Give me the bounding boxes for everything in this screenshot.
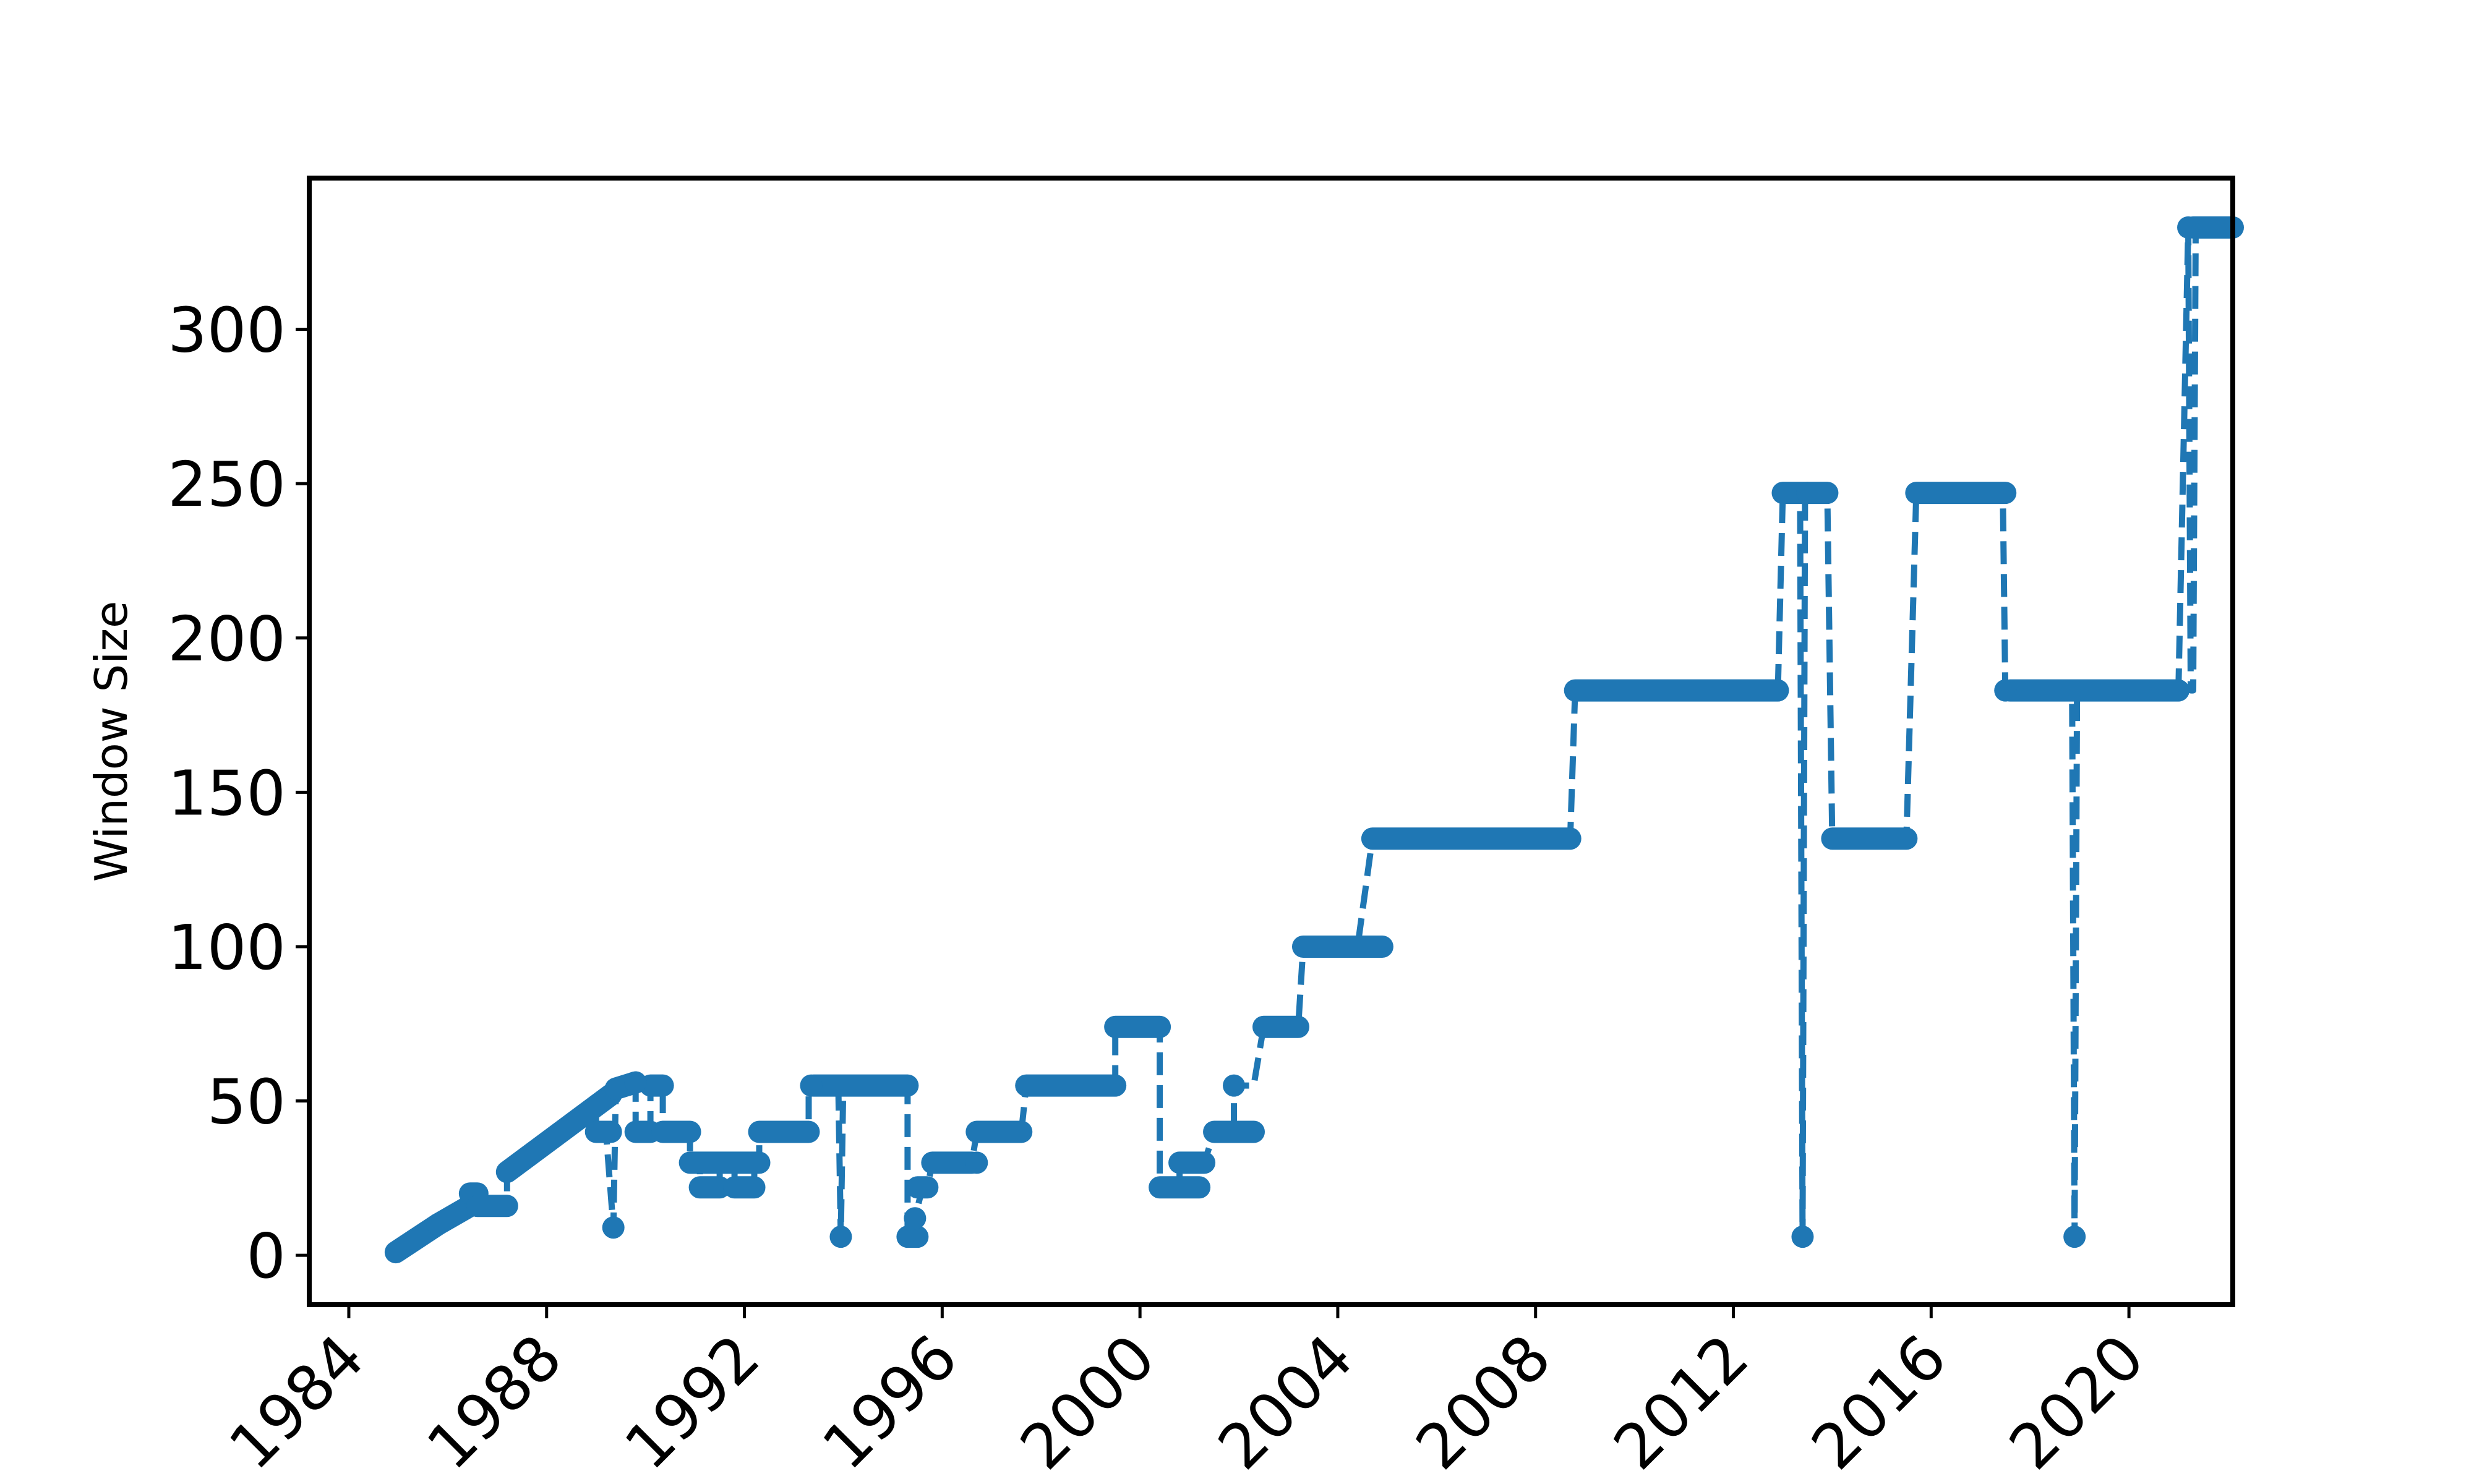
y-axis-title: Window Size [85,601,137,882]
data-point [965,1151,988,1174]
y-tick-label: 200 [168,603,286,675]
marker-run [495,1083,622,1183]
y-tick-label: 300 [168,294,286,367]
y-axis: 0 50 100 150 200 250 300 [168,294,309,1292]
y-tick-label: 0 [246,1220,286,1292]
data-point [800,1074,823,1097]
data-point [829,1226,852,1248]
data-point [624,1071,647,1094]
y-tick-label: 150 [168,757,286,829]
marker-run [426,1195,481,1236]
data-point [1994,679,2017,702]
data-point [904,1207,927,1230]
y-tick-label: 50 [207,1066,286,1138]
plot-frame [307,176,2235,1307]
data-point [2177,216,2200,239]
data-point [602,1216,625,1239]
data-point [2063,1226,2086,1248]
plot-layer [384,216,2244,1264]
y-tick-label: 250 [168,448,286,521]
y-tick-label: 100 [168,911,286,984]
data-point [1791,1226,1814,1248]
data-point [1223,1074,1246,1097]
